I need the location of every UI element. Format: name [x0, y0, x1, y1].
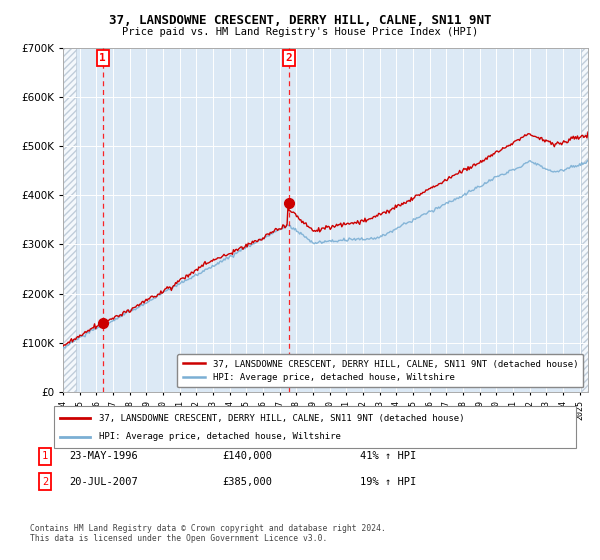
Text: 2: 2 [285, 53, 292, 63]
Text: HPI: Average price, detached house, Wiltshire: HPI: Average price, detached house, Wilt… [99, 432, 341, 441]
Text: 2: 2 [42, 477, 48, 487]
Text: 19% ↑ HPI: 19% ↑ HPI [360, 477, 416, 487]
Text: 20-JUL-2007: 20-JUL-2007 [69, 477, 138, 487]
Bar [581, 48, 588, 392]
Text: 1: 1 [42, 451, 48, 461]
Text: 1: 1 [99, 53, 106, 63]
Bar [63, 48, 76, 392]
Text: 23-MAY-1996: 23-MAY-1996 [69, 451, 138, 461]
Text: Price paid vs. HM Land Registry's House Price Index (HPI): Price paid vs. HM Land Registry's House … [122, 27, 478, 37]
Legend: 37, LANSDOWNE CRESCENT, DERRY HILL, CALNE, SN11 9NT (detached house), HPI: Avera: 37, LANSDOWNE CRESCENT, DERRY HILL, CALN… [178, 354, 583, 388]
Text: £385,000: £385,000 [222, 477, 272, 487]
Text: Contains HM Land Registry data © Crown copyright and database right 2024.
This d: Contains HM Land Registry data © Crown c… [30, 524, 386, 543]
Text: £140,000: £140,000 [222, 451, 272, 461]
Text: 41% ↑ HPI: 41% ↑ HPI [360, 451, 416, 461]
Text: 37, LANSDOWNE CRESCENT, DERRY HILL, CALNE, SN11 9NT: 37, LANSDOWNE CRESCENT, DERRY HILL, CALN… [109, 14, 491, 27]
Text: 37, LANSDOWNE CRESCENT, DERRY HILL, CALNE, SN11 9NT (detached house): 37, LANSDOWNE CRESCENT, DERRY HILL, CALN… [99, 414, 464, 423]
